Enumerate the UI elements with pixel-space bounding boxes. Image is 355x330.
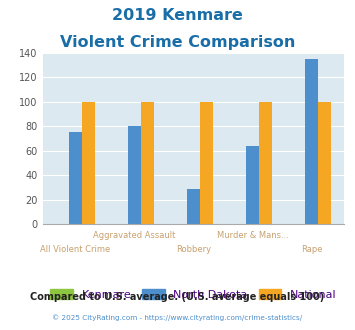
- Bar: [200, 102, 213, 224]
- Legend: Kenmare, North Dakota, National: Kenmare, North Dakota, National: [46, 285, 341, 305]
- Bar: [246, 146, 259, 224]
- Text: 2019 Kenmare: 2019 Kenmare: [112, 8, 243, 23]
- Bar: [259, 102, 272, 224]
- Text: Violent Crime Comparison: Violent Crime Comparison: [60, 35, 295, 50]
- Text: Robbery: Robbery: [176, 245, 211, 254]
- Bar: [305, 59, 318, 224]
- Bar: [128, 126, 141, 224]
- Text: Aggravated Assault: Aggravated Assault: [93, 231, 175, 240]
- Text: Murder & Mans...: Murder & Mans...: [217, 231, 289, 240]
- Text: © 2025 CityRating.com - https://www.cityrating.com/crime-statistics/: © 2025 CityRating.com - https://www.city…: [53, 314, 302, 321]
- Bar: [318, 102, 331, 224]
- Bar: [82, 102, 95, 224]
- Bar: [141, 102, 154, 224]
- Text: Rape: Rape: [301, 245, 323, 254]
- Bar: [69, 132, 82, 224]
- Text: All Violent Crime: All Violent Crime: [40, 245, 110, 254]
- Bar: [187, 189, 200, 224]
- Text: Compared to U.S. average. (U.S. average equals 100): Compared to U.S. average. (U.S. average …: [31, 292, 324, 302]
